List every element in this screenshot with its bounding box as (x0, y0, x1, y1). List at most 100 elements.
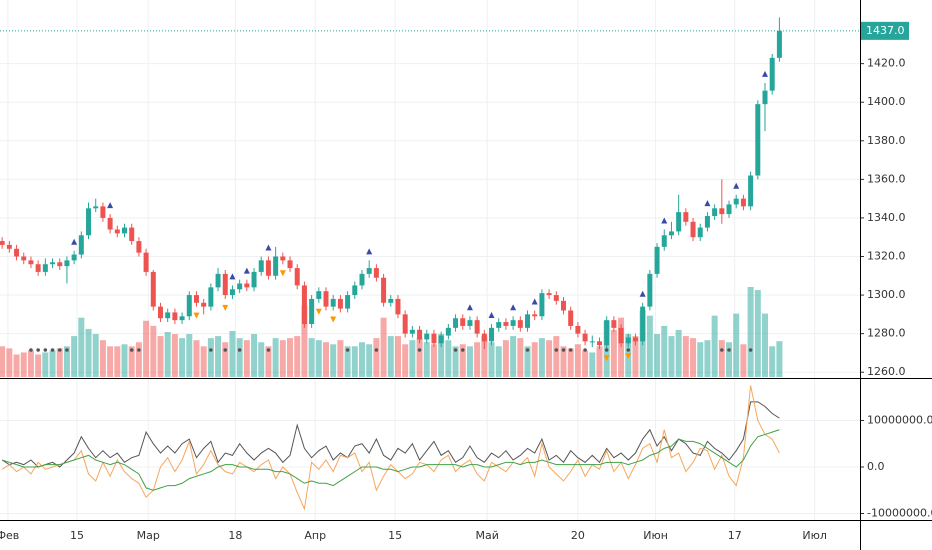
candle-body (143, 252, 149, 272)
volume-bar (682, 336, 689, 377)
candle-body (596, 341, 602, 346)
up-marker (107, 202, 114, 209)
volume-bar (517, 338, 524, 377)
candle-body (215, 273, 221, 288)
candle-body (417, 329, 423, 340)
x-tick-label: Май (476, 529, 499, 542)
dot-marker (720, 348, 724, 352)
up-marker (531, 298, 538, 305)
candle-body (690, 221, 696, 238)
volume-bar (430, 344, 437, 377)
volume-bar (323, 342, 330, 377)
candle-body (510, 320, 516, 326)
candle-body (21, 256, 27, 261)
up-marker (466, 304, 473, 311)
candle-body (64, 260, 70, 267)
candle-body (381, 277, 387, 303)
dot-marker (137, 348, 141, 352)
volume-bar (524, 346, 531, 377)
x-tick-label: 15 (70, 529, 84, 542)
down-marker (193, 312, 200, 319)
dot-marker (417, 348, 422, 352)
volume-bar (114, 346, 121, 377)
volume-bar (546, 340, 553, 377)
volume-bar (85, 328, 92, 377)
volume-bar (711, 315, 718, 377)
volume-bar (330, 344, 337, 377)
volume-bar (179, 338, 186, 377)
candle-body (733, 198, 739, 205)
volume-bar (553, 336, 560, 377)
volume-bar (733, 313, 740, 377)
candle-body (525, 314, 531, 328)
candle-body (136, 241, 142, 253)
x-tick-label: Фев (0, 529, 19, 542)
candle-body (78, 235, 84, 255)
up-marker (265, 244, 272, 251)
volume-bar (272, 338, 279, 377)
volume-bar (143, 320, 150, 377)
candle-body (546, 293, 552, 296)
candle-body (503, 322, 509, 326)
volume-bar (538, 338, 545, 377)
last-price-box (861, 21, 909, 40)
candle-body (244, 283, 250, 288)
volume-bar (243, 340, 250, 377)
volume-bar (121, 344, 128, 377)
volume-bar (466, 346, 473, 377)
candle-body (575, 325, 581, 334)
volume-bar (0, 346, 6, 377)
candle-body (330, 298, 336, 307)
y-tick-label: 10000000.0 (867, 413, 932, 426)
candle-body (0, 241, 5, 245)
volume-bar (776, 341, 783, 377)
candle-body (748, 175, 754, 207)
up-marker (762, 70, 769, 77)
candle-body (445, 327, 451, 336)
candle-body (150, 271, 156, 307)
volume-bar (567, 348, 574, 377)
volume-bar (157, 336, 164, 377)
candle-body (647, 273, 653, 307)
candle-body (632, 337, 638, 342)
candle-body (193, 295, 199, 303)
candle-body (719, 208, 725, 215)
candle-body (402, 314, 408, 334)
candle-body (553, 295, 559, 301)
candle-body (301, 285, 307, 324)
candle-body (71, 254, 77, 261)
volume-bar (222, 342, 229, 377)
dot-marker (36, 348, 40, 352)
candle-body (42, 264, 48, 272)
volume-bar (366, 344, 373, 377)
indicator-line (1, 385, 780, 511)
volume-bar (279, 340, 286, 377)
candle-body (568, 310, 574, 326)
dot-marker (525, 348, 530, 352)
candle-body (14, 248, 20, 257)
y-tick-label: 1260.0 (867, 365, 906, 378)
candle-body (517, 320, 523, 328)
dot-marker (561, 348, 566, 352)
volume-bar (416, 338, 423, 377)
volume-bar (445, 340, 452, 377)
y-tick-label: 1300.0 (867, 288, 906, 301)
candle-body (208, 287, 214, 307)
candle-body (366, 268, 372, 274)
volume-bar (20, 352, 27, 377)
up-marker (661, 217, 668, 224)
candle-body (273, 256, 279, 276)
volume-bar (186, 334, 193, 377)
dot-marker (568, 348, 573, 352)
x-tick-label: Июн (643, 529, 668, 542)
x-tick-label: 20 (571, 529, 585, 542)
volume-bar (618, 317, 625, 377)
volume-bar (351, 346, 358, 377)
candle-body (388, 298, 394, 303)
volume-bar (502, 340, 509, 377)
x-tick-label: 15 (388, 529, 402, 542)
candle-body (359, 273, 365, 286)
dot-marker (223, 348, 228, 352)
candle-body (172, 312, 178, 321)
volume-bar (265, 346, 272, 377)
